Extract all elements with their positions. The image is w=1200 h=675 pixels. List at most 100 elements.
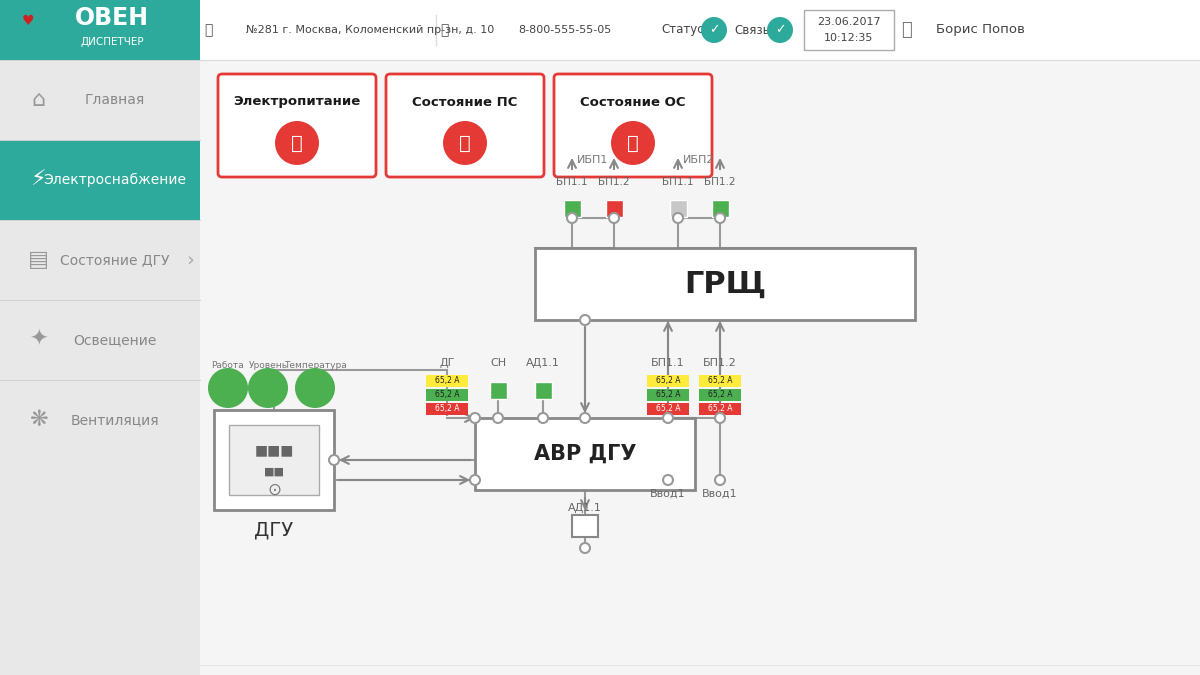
Text: 65,2 А: 65,2 А [655,391,680,400]
Text: Ввод1: Ввод1 [650,489,686,499]
Text: Главная: Главная [85,93,145,107]
Circle shape [673,213,683,223]
Text: ГРЩ: ГРЩ [684,269,766,298]
Bar [698,389,742,401]
Text: 8-800-555-55-05: 8-800-555-55-05 [518,25,612,35]
Circle shape [14,8,42,36]
Bar [426,403,468,415]
Bar [647,403,689,415]
Circle shape [715,213,725,223]
Bar [0,0,1200,60]
Bar [0,60,200,675]
Bar [0,0,200,60]
Text: БП1.2: БП1.2 [704,177,736,187]
Text: Состояние ОС: Состояние ОС [581,95,685,109]
Text: ⚡: ⚡ [30,170,46,190]
Text: 65,2 А: 65,2 А [434,404,460,414]
Text: Электропитание: Электропитание [233,95,361,109]
Text: ⌂: ⌂ [31,90,46,110]
Text: ДГУ: ДГУ [254,520,294,539]
Bar [712,200,728,217]
Circle shape [715,475,725,485]
Text: 🔊: 🔊 [628,134,638,153]
Bar [647,375,689,387]
Text: ✓: ✓ [709,24,719,36]
Circle shape [611,121,655,165]
Text: 👤: 👤 [901,21,912,39]
Text: БП1.2: БП1.2 [703,358,737,368]
Bar [0,220,200,300]
Text: 65,2 А: 65,2 А [434,391,460,400]
Text: АД1.1: АД1.1 [568,503,602,513]
Bar [0,380,200,460]
Bar [214,410,334,510]
Text: Ввод1: Ввод1 [702,489,738,499]
Bar [564,200,581,217]
Text: ▤: ▤ [28,250,48,270]
Bar [572,515,598,537]
Text: ИБП1: ИБП1 [577,155,608,165]
FancyBboxPatch shape [218,74,376,177]
Circle shape [493,413,503,423]
Circle shape [538,413,548,423]
Text: ⏻: ⏻ [292,134,302,153]
Text: 📍: 📍 [204,23,212,37]
Text: ■■: ■■ [264,467,284,477]
Text: №281 г. Москва, Коломенский пр-зн, д. 10: №281 г. Москва, Коломенский пр-зн, д. 10 [246,25,494,35]
Text: 23.06.2017: 23.06.2017 [817,17,881,27]
Text: Работа: Работа [211,360,245,369]
Text: 65,2 А: 65,2 А [708,404,732,414]
Text: ■■■: ■■■ [254,443,294,457]
Circle shape [580,315,590,325]
Circle shape [329,455,340,465]
Circle shape [580,413,590,423]
Bar [0,60,200,140]
Text: Борис Попов: Борис Попов [936,24,1025,36]
Text: Температура: Температура [283,360,347,369]
Text: АД1.1: АД1.1 [526,358,560,368]
Text: Связь: Связь [734,24,769,36]
Text: БП1.1: БП1.1 [652,358,685,368]
Circle shape [208,368,248,408]
Circle shape [715,413,725,423]
Text: ОВЕН: ОВЕН [74,6,149,30]
Text: Вентиляция: Вентиляция [71,413,160,427]
Circle shape [610,213,619,223]
Circle shape [470,475,480,485]
Bar [606,200,623,217]
Bar [426,375,468,387]
Bar [698,403,742,415]
Text: ✦: ✦ [29,330,47,350]
Bar [229,425,319,495]
Circle shape [470,413,480,423]
Text: Статус: Статус [661,24,703,36]
Circle shape [248,368,288,408]
Bar [670,200,686,217]
Bar [426,389,468,401]
Bar [490,381,506,398]
Text: ✓: ✓ [775,24,785,36]
Text: БП1.1: БП1.1 [662,177,694,187]
Circle shape [580,543,590,553]
Bar [200,60,1200,675]
Bar [698,375,742,387]
Text: Состояние ПС: Состояние ПС [413,95,517,109]
Text: 📞: 📞 [440,23,448,37]
Bar [804,10,894,50]
Text: 65,2 А: 65,2 А [655,377,680,385]
Bar [647,389,689,401]
Text: ⊙: ⊙ [268,481,281,499]
Text: СН: СН [490,358,506,368]
Text: БП1.2: БП1.2 [599,177,630,187]
Circle shape [443,121,487,165]
Text: ›: › [186,250,194,269]
Text: ДГ: ДГ [439,358,455,368]
Circle shape [767,17,793,43]
Circle shape [295,368,335,408]
Bar [534,381,552,398]
Text: 65,2 А: 65,2 А [708,377,732,385]
Text: ❋: ❋ [29,410,47,430]
Text: БП1.1: БП1.1 [557,177,588,187]
Text: 65,2 А: 65,2 А [655,404,680,414]
Text: 🔥: 🔥 [460,134,470,153]
